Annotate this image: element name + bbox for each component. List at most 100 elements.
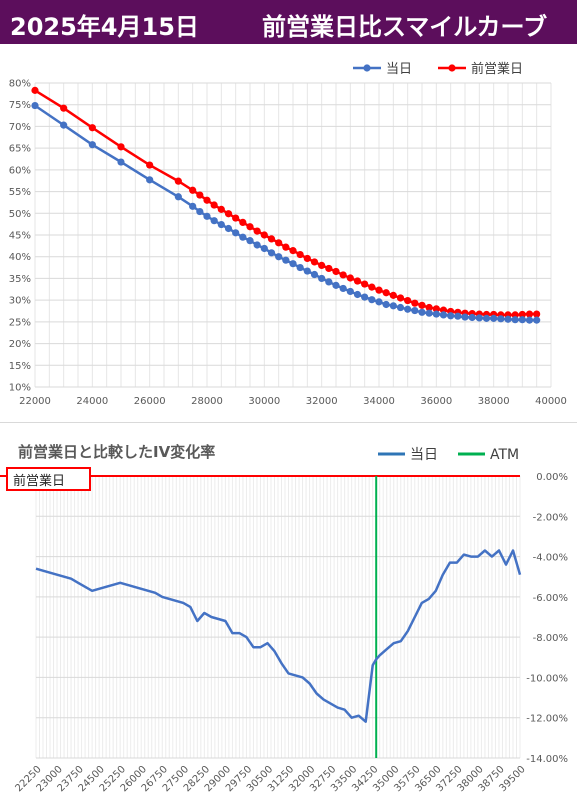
data-point (425, 303, 433, 312)
data-point (346, 287, 354, 296)
y-tick-label: 30% (9, 296, 31, 307)
y-tick-label: 25% (9, 317, 31, 328)
data-point (174, 177, 182, 185)
data-point (310, 258, 319, 266)
baseline-label-box (6, 467, 91, 491)
data-point (146, 161, 154, 169)
data-point (518, 316, 526, 324)
data-point (246, 237, 254, 245)
y-tick-label: 65% (9, 144, 31, 155)
data-point (117, 158, 125, 166)
data-point (497, 315, 505, 323)
data-point (267, 235, 276, 243)
data-point (375, 286, 383, 294)
data-point (31, 101, 39, 110)
x-tick-label: 38000 (478, 396, 510, 407)
data-point (346, 274, 354, 282)
data-point (31, 86, 39, 94)
y-tick-label: 55% (9, 187, 31, 198)
y-tick-label: 60% (9, 165, 31, 176)
data-point (217, 220, 225, 229)
series-line (34, 89, 537, 317)
data-point (432, 305, 440, 313)
y-tick-label: -4.00% (533, 553, 568, 564)
data-point (525, 310, 534, 318)
data-point (332, 281, 340, 289)
data-point (310, 270, 319, 279)
data-point (296, 263, 304, 272)
legend-label: 当日 (386, 62, 412, 77)
y-tick-label: 45% (9, 231, 31, 242)
data-point (382, 289, 390, 297)
data-point (260, 231, 268, 239)
data-point (232, 229, 240, 237)
data-point (332, 267, 340, 276)
y-tick-label: -12.00% (526, 714, 568, 725)
data-point (174, 193, 182, 201)
x-tick-label: 34000 (363, 396, 395, 407)
data-point (239, 218, 247, 227)
x-tick-label: 32000 (306, 396, 338, 407)
data-point (289, 247, 297, 255)
data-point (289, 260, 297, 268)
data-point (475, 314, 483, 322)
data-point (189, 186, 197, 194)
legend-marker (448, 64, 456, 72)
legend-label: 前営業日 (471, 61, 523, 77)
y-tick-label: -14.00% (526, 754, 568, 765)
data-point (504, 315, 512, 323)
data-point (267, 249, 276, 257)
x-tick-label: 28000 (191, 396, 223, 407)
data-point (353, 277, 362, 285)
data-point (361, 280, 369, 288)
x-tick-label: 30000 (248, 396, 280, 407)
x-tick-label: 40000 (535, 396, 567, 407)
data-point (368, 283, 376, 291)
y-tick-label: 10% (9, 383, 31, 394)
data-point (282, 256, 290, 264)
data-point (282, 243, 290, 251)
data-point (353, 290, 362, 299)
data-point (210, 201, 218, 209)
y-tick-label: 40% (9, 252, 31, 263)
baseline-label: 前営業日 (13, 473, 65, 489)
data-point (404, 305, 412, 313)
data-point (224, 224, 233, 233)
data-point (88, 124, 96, 132)
data-point (382, 300, 390, 309)
data-point (203, 212, 211, 220)
y-tick-label: 70% (9, 122, 31, 133)
x-tick-label: 24000 (76, 396, 108, 407)
data-point (425, 309, 433, 317)
page-header: 2025年4月15日 前営業日比スマイルカーブ (0, 0, 577, 44)
data-point (224, 210, 233, 218)
data-point (468, 313, 476, 322)
data-point (60, 104, 68, 112)
data-point (339, 271, 347, 279)
data-point (275, 253, 283, 261)
data-point (318, 274, 326, 283)
data-point (439, 311, 448, 319)
data-point (246, 223, 254, 231)
y-tick-label: -10.00% (526, 673, 568, 684)
y-tick-label: 50% (9, 209, 31, 220)
x-tick-label: 36000 (420, 396, 452, 407)
legend-marker (363, 64, 371, 72)
data-point (318, 261, 326, 269)
data-point (217, 205, 225, 213)
data-point (196, 191, 204, 199)
data-point (146, 176, 154, 184)
data-point (203, 196, 211, 204)
data-point (368, 296, 376, 304)
y-tick-label: 80% (9, 79, 31, 90)
data-point (253, 227, 261, 235)
data-point (396, 303, 405, 312)
smile-curve-chart: 10% 15% 20% 25% 30% 35% 40% 45% 50% 55% 60% 65% 70% 7… (9, 61, 567, 407)
header-date: 2025年4月15日 (10, 13, 199, 41)
data-point (361, 293, 369, 301)
legend-label: ATM (490, 447, 519, 463)
data-point (511, 316, 519, 324)
data-point (253, 241, 261, 249)
data-point (296, 250, 304, 259)
chart-divider (0, 422, 577, 423)
